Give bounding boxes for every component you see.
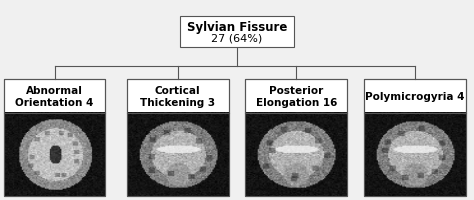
- Text: Cortical
Thickening 3: Cortical Thickening 3: [140, 86, 215, 107]
- FancyBboxPatch shape: [127, 80, 228, 196]
- FancyBboxPatch shape: [180, 17, 294, 48]
- Text: Polymicrogyria 4: Polymicrogyria 4: [365, 92, 465, 101]
- Text: Posterior
Elongation 16: Posterior Elongation 16: [255, 86, 337, 107]
- FancyBboxPatch shape: [4, 80, 105, 196]
- Text: 27 (64%): 27 (64%): [211, 33, 263, 43]
- Text: Abnormal
Orientation 4: Abnormal Orientation 4: [15, 86, 94, 107]
- Text: Sylvian Fissure: Sylvian Fissure: [187, 21, 287, 33]
- FancyBboxPatch shape: [364, 80, 465, 196]
- FancyBboxPatch shape: [246, 80, 347, 196]
